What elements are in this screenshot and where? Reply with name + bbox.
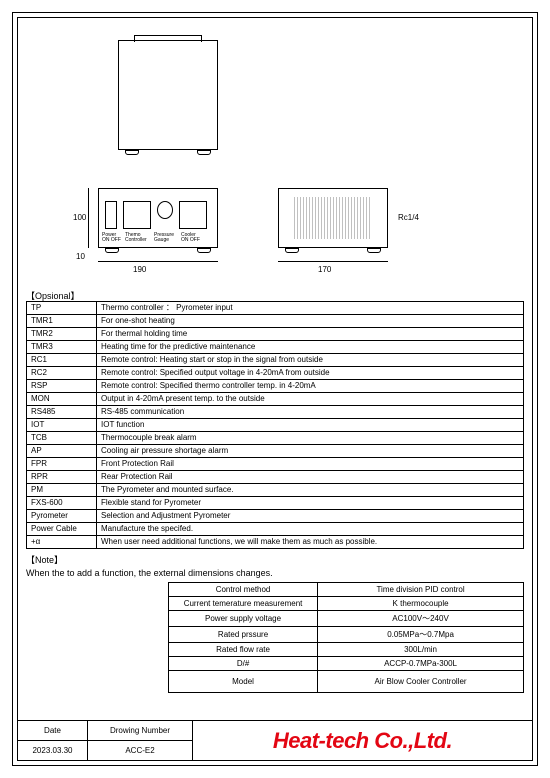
opsional-desc: Manufacture the specifed. [97,523,524,536]
opsional-code: FPR [27,458,97,471]
opsional-desc: Thermocouple break alarm [97,432,524,445]
opsional-code: TMR3 [27,341,97,354]
dim-190: 190 [133,265,146,274]
spec-key: Rated flow rate [169,643,318,657]
opsional-desc: IOT function [97,419,524,432]
opsional-code: TCB [27,432,97,445]
device-top-view [118,40,218,150]
drawing-value: ACC-E2 [88,741,193,760]
note-section: 【Note】 When the to add a function, the e… [26,553,273,578]
opsional-desc: Remote control: Heating start or stop in… [97,354,524,367]
opsional-desc: Cooling air pressure shortage alarm [97,445,524,458]
opsional-desc: Flexible stand for Pyrometer [97,497,524,510]
opsional-desc: Remote control: Specified output voltage… [97,367,524,380]
opsional-code: RC1 [27,354,97,367]
opsional-desc: When user need additional functions, we … [97,536,524,549]
opsional-desc: Front Protection Rail [97,458,524,471]
opsional-desc: Rear Protection Rail [97,471,524,484]
device-front-view: PowerON OFF ThemoController PressureGaug… [98,188,218,248]
opsional-desc: RS-485 communication [97,406,524,419]
spec-key: Model [169,671,318,693]
pressure-label: PressureGauge [154,233,174,243]
spec-key: Control method [169,583,318,597]
device-side-view [278,188,388,248]
spec-val: 0.05MPa～0.7Mpa [318,627,524,643]
title-block: Date Drowing Number 2023.03.30 ACC-E2 He… [18,720,532,760]
dim-100: 100 [73,213,86,222]
opsional-code: FXS-600 [27,497,97,510]
opsional-desc: For thermal holding time [97,328,524,341]
spec-val: 300L/min [318,643,524,657]
opsional-desc: Thermo controller ： Pyrometer input [97,302,524,315]
opsional-table: TPThermo controller ： Pyrometer inputTMR… [26,301,524,549]
spec-val: AC100V～240V [318,611,524,627]
opsional-code: Pyrometer [27,510,97,523]
opsional-code: AP [27,445,97,458]
opsional-code: TMR2 [27,328,97,341]
note-body: When the to add a function, the external… [26,568,273,578]
opsional-desc: Remote control: Specified thermo control… [97,380,524,393]
opsional-code: MON [27,393,97,406]
spec-val: K thermocouple [318,597,524,611]
spec-val: Time division PID control [318,583,524,597]
opsional-code: RPR [27,471,97,484]
date-value: 2023.03.30 [18,741,88,760]
dim-170: 170 [318,265,331,274]
company-logo: Heat-tech Co.,Ltd. [193,721,532,760]
spec-key: Rated prssure [169,627,318,643]
spec-val: Air Blow Cooler Controller [318,671,524,693]
opsional-code: Power Cable [27,523,97,536]
dim-rc: Rc1/4 [398,213,419,222]
opsional-code: +α [27,536,97,549]
spec-key: Power supply voltage [169,611,318,627]
date-label: Date [18,721,88,740]
opsional-code: RS485 [27,406,97,419]
opsional-desc: For one-shot heating [97,315,524,328]
spec-key: Current temerature measurement [169,597,318,611]
opsional-desc: Selection and Adjustment Pyrometer [97,510,524,523]
opsional-desc: Output in 4-20mA present temp. to the ou… [97,393,524,406]
power-label: PowerON OFF [102,233,121,243]
spec-table: Control methodTime division PID controlC… [168,582,524,693]
technical-drawing-area: PowerON OFF ThemoController PressureGaug… [18,18,532,288]
opsional-code: IOT [27,419,97,432]
cooler-label: CoolerON OFF [181,233,200,243]
opsional-code: RSP [27,380,97,393]
opsional-code: PM [27,484,97,497]
thermo-label: ThemoController [125,233,147,243]
opsional-code: TMR1 [27,315,97,328]
note-title: 【Note】 [26,553,273,566]
drawing-label: Drowing Number [88,721,193,740]
opsional-desc: The Pyrometer and mounted surface. [97,484,524,497]
spec-key: D/# [169,657,318,671]
opsional-desc: Heating time for the predictive maintena… [97,341,524,354]
opsional-code: RC2 [27,367,97,380]
opsional-code: TP [27,302,97,315]
dim-10: 10 [76,252,85,261]
spec-val: ACCP-0.7MPa-300L [318,657,524,671]
